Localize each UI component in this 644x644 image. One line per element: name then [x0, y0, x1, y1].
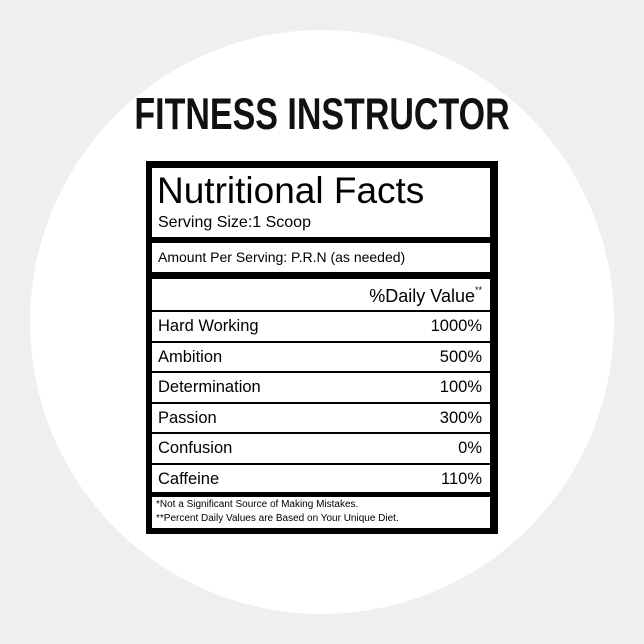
column-header-text: %Daily Value — [369, 286, 475, 306]
row-value: 110% — [441, 469, 482, 488]
footnote-panel: *Not a Significant Source of Making Mist… — [152, 497, 490, 528]
row-name: Determination — [158, 378, 261, 396]
row: Determination 100% — [152, 371, 490, 402]
row-value: 0% — [458, 439, 482, 457]
title: FITNESS INSTRUCTOR — [134, 90, 510, 140]
row-name: Hard Working — [158, 317, 259, 335]
row: Passion 300% — [152, 401, 490, 433]
column-header-mark: ** — [474, 285, 482, 295]
row: Hard Working 1000% — [152, 310, 490, 341]
row-value: 300% — [439, 408, 482, 427]
heading-panel: Nutritional Facts Serving Size:1 Scoop — [152, 168, 490, 237]
row-value: 500% — [439, 347, 482, 366]
row-name: Confusion — [158, 439, 233, 457]
footnote: *Not a Significant Source of Making Mist… — [156, 499, 359, 510]
amount-per-serving: Amount Per Serving: P.R.N (as needed) — [158, 249, 406, 265]
values-panel: %Daily Value** Hard Working 1000% Ambition… — [152, 279, 490, 492]
row-value: 100% — [439, 378, 482, 396]
row: Caffeine 110% — [152, 462, 490, 494]
heading: Nutritional Facts — [157, 170, 425, 211]
nutrition-label: Nutritional Facts Serving Size:1 Scoop A… — [146, 161, 498, 534]
row-name: Caffeine — [158, 469, 220, 488]
row-name: Passion — [158, 408, 217, 427]
footnote: **Percent Daily Values are Based on Your… — [156, 513, 399, 524]
row: Confusion 0% — [152, 432, 490, 463]
amount-panel: Amount Per Serving: P.R.N (as needed) — [152, 243, 490, 272]
serving-size: Serving Size:1 Scoop — [158, 214, 311, 231]
row-name: Ambition — [158, 347, 223, 366]
row: Ambition 500% — [152, 340, 490, 372]
column-header: %Daily Value** — [369, 285, 482, 307]
row-value: 1000% — [430, 317, 482, 335]
